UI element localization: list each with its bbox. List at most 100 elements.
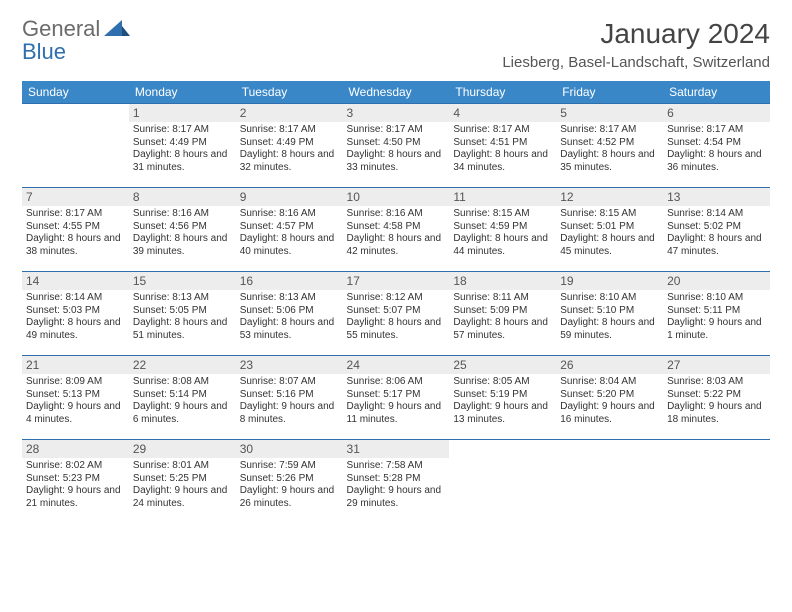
day-details: Sunrise: 8:08 AMSunset: 5:14 PMDaylight:…	[129, 374, 236, 428]
header: General Blue January 2024 Liesberg, Base…	[22, 18, 770, 71]
sunrise: Sunrise: 8:16 AM	[240, 208, 339, 221]
day-number: 15	[129, 272, 236, 290]
title-block: January 2024 Liesberg, Basel-Landschaft,…	[502, 18, 770, 71]
week-row: 7Sunrise: 8:17 AMSunset: 4:55 PMDaylight…	[22, 188, 770, 272]
sunrise: Sunrise: 8:03 AM	[667, 376, 766, 389]
daylight: Daylight: 9 hours and 21 minutes.	[26, 485, 125, 510]
sunrise: Sunrise: 8:12 AM	[347, 292, 446, 305]
daylight: Daylight: 9 hours and 6 minutes.	[133, 401, 232, 426]
sunset: Sunset: 4:56 PM	[133, 221, 232, 234]
sunset: Sunset: 5:28 PM	[347, 473, 446, 486]
sunrise: Sunrise: 8:17 AM	[347, 124, 446, 137]
sunrise: Sunrise: 8:01 AM	[133, 460, 232, 473]
sunrise: Sunrise: 8:17 AM	[240, 124, 339, 137]
sunrise: Sunrise: 8:17 AM	[453, 124, 552, 137]
day-number: 1	[129, 104, 236, 122]
day-number: 5	[556, 104, 663, 122]
sunset: Sunset: 4:50 PM	[347, 137, 446, 150]
day-cell: 12Sunrise: 8:15 AMSunset: 5:01 PMDayligh…	[556, 188, 663, 272]
day-number: 8	[129, 188, 236, 206]
day-details: Sunrise: 8:07 AMSunset: 5:16 PMDaylight:…	[236, 374, 343, 428]
daylight: Daylight: 8 hours and 53 minutes.	[240, 317, 339, 342]
daylight: Daylight: 8 hours and 32 minutes.	[240, 149, 339, 174]
sunset: Sunset: 5:16 PM	[240, 389, 339, 402]
sunset: Sunset: 5:14 PM	[133, 389, 232, 402]
sunset: Sunset: 5:07 PM	[347, 305, 446, 318]
sunset: Sunset: 4:59 PM	[453, 221, 552, 234]
sunset: Sunset: 5:10 PM	[560, 305, 659, 318]
sunrise: Sunrise: 7:59 AM	[240, 460, 339, 473]
day-number: 13	[663, 188, 770, 206]
day-details: Sunrise: 8:04 AMSunset: 5:20 PMDaylight:…	[556, 374, 663, 428]
day-details: Sunrise: 8:17 AMSunset: 4:49 PMDaylight:…	[236, 122, 343, 176]
day-number: 30	[236, 440, 343, 458]
day-number: 25	[449, 356, 556, 374]
day-details: Sunrise: 8:16 AMSunset: 4:57 PMDaylight:…	[236, 206, 343, 260]
sunset: Sunset: 5:25 PM	[133, 473, 232, 486]
day-details: Sunrise: 8:05 AMSunset: 5:19 PMDaylight:…	[449, 374, 556, 428]
day-cell: 22Sunrise: 8:08 AMSunset: 5:14 PMDayligh…	[129, 356, 236, 440]
dayname-3: Wednesday	[343, 81, 450, 104]
sunrise: Sunrise: 8:14 AM	[26, 292, 125, 305]
sunset: Sunset: 5:13 PM	[26, 389, 125, 402]
daylight: Daylight: 8 hours and 55 minutes.	[347, 317, 446, 342]
logo-part2: Blue	[22, 39, 66, 64]
daylight: Daylight: 8 hours and 59 minutes.	[560, 317, 659, 342]
daylight: Daylight: 8 hours and 47 minutes.	[667, 233, 766, 258]
day-details: Sunrise: 8:13 AMSunset: 5:06 PMDaylight:…	[236, 290, 343, 344]
sunset: Sunset: 4:54 PM	[667, 137, 766, 150]
daylight: Daylight: 8 hours and 49 minutes.	[26, 317, 125, 342]
day-cell: 17Sunrise: 8:12 AMSunset: 5:07 PMDayligh…	[343, 272, 450, 356]
sunrise: Sunrise: 8:09 AM	[26, 376, 125, 389]
sunset: Sunset: 4:49 PM	[133, 137, 232, 150]
day-cell: 21Sunrise: 8:09 AMSunset: 5:13 PMDayligh…	[22, 356, 129, 440]
sunrise: Sunrise: 8:08 AM	[133, 376, 232, 389]
sunrise: Sunrise: 8:15 AM	[453, 208, 552, 221]
daylight: Daylight: 9 hours and 29 minutes.	[347, 485, 446, 510]
sunset: Sunset: 5:22 PM	[667, 389, 766, 402]
day-cell: 16Sunrise: 8:13 AMSunset: 5:06 PMDayligh…	[236, 272, 343, 356]
day-details: Sunrise: 8:17 AMSunset: 4:49 PMDaylight:…	[129, 122, 236, 176]
day-number: 7	[22, 188, 129, 206]
day-cell: 5Sunrise: 8:17 AMSunset: 4:52 PMDaylight…	[556, 104, 663, 188]
dayname-2: Tuesday	[236, 81, 343, 104]
dayname-1: Monday	[129, 81, 236, 104]
calendar-body: ..1Sunrise: 8:17 AMSunset: 4:49 PMDaylig…	[22, 104, 770, 524]
day-cell: 19Sunrise: 8:10 AMSunset: 5:10 PMDayligh…	[556, 272, 663, 356]
day-cell: 15Sunrise: 8:13 AMSunset: 5:05 PMDayligh…	[129, 272, 236, 356]
sunset: Sunset: 5:01 PM	[560, 221, 659, 234]
logo-part1: General	[22, 16, 100, 41]
day-details: Sunrise: 8:09 AMSunset: 5:13 PMDaylight:…	[22, 374, 129, 428]
day-cell: 6Sunrise: 8:17 AMSunset: 4:54 PMDaylight…	[663, 104, 770, 188]
day-details: Sunrise: 8:10 AMSunset: 5:11 PMDaylight:…	[663, 290, 770, 344]
dayname-6: Saturday	[663, 81, 770, 104]
day-number: 26	[556, 356, 663, 374]
sunset: Sunset: 5:17 PM	[347, 389, 446, 402]
day-details: Sunrise: 7:58 AMSunset: 5:28 PMDaylight:…	[343, 458, 450, 512]
day-header-row: SundayMondayTuesdayWednesdayThursdayFrid…	[22, 81, 770, 104]
week-row: 14Sunrise: 8:14 AMSunset: 5:03 PMDayligh…	[22, 272, 770, 356]
daylight: Daylight: 9 hours and 1 minute.	[667, 317, 766, 342]
sunset: Sunset: 4:51 PM	[453, 137, 552, 150]
daylight: Daylight: 9 hours and 8 minutes.	[240, 401, 339, 426]
sunrise: Sunrise: 8:17 AM	[667, 124, 766, 137]
sunset: Sunset: 4:58 PM	[347, 221, 446, 234]
triangle-icon	[104, 20, 130, 45]
day-number: 10	[343, 188, 450, 206]
day-details: Sunrise: 8:16 AMSunset: 4:56 PMDaylight:…	[129, 206, 236, 260]
day-cell: 30Sunrise: 7:59 AMSunset: 5:26 PMDayligh…	[236, 440, 343, 524]
sunrise: Sunrise: 8:04 AM	[560, 376, 659, 389]
sunset: Sunset: 5:20 PM	[560, 389, 659, 402]
day-cell: 7Sunrise: 8:17 AMSunset: 4:55 PMDaylight…	[22, 188, 129, 272]
day-details: Sunrise: 8:11 AMSunset: 5:09 PMDaylight:…	[449, 290, 556, 344]
day-number: 19	[556, 272, 663, 290]
daylight: Daylight: 9 hours and 4 minutes.	[26, 401, 125, 426]
day-number: 3	[343, 104, 450, 122]
sunrise: Sunrise: 8:11 AM	[453, 292, 552, 305]
day-cell: 10Sunrise: 8:16 AMSunset: 4:58 PMDayligh…	[343, 188, 450, 272]
sunset: Sunset: 4:49 PM	[240, 137, 339, 150]
day-details: Sunrise: 8:14 AMSunset: 5:03 PMDaylight:…	[22, 290, 129, 344]
day-details: Sunrise: 8:13 AMSunset: 5:05 PMDaylight:…	[129, 290, 236, 344]
sunrise: Sunrise: 8:14 AM	[667, 208, 766, 221]
sunrise: Sunrise: 8:02 AM	[26, 460, 125, 473]
